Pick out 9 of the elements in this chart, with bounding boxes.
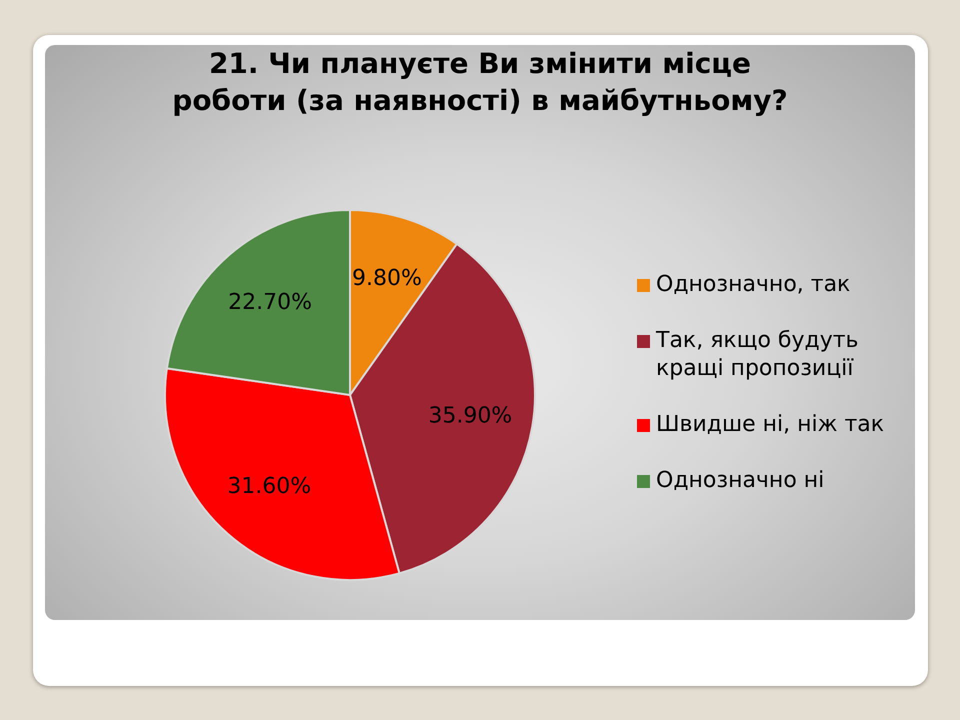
data-label: 31.60% — [227, 474, 312, 500]
legend-label: Однозначно ні — [656, 467, 826, 495]
legend-label: Швидше ні, ніж так — [656, 411, 886, 439]
legend-label: Так, якщо будуть кращі пропозиції — [656, 327, 860, 383]
chart-title: 21. Чи плануєте Ви змінити місце роботи (за наявності) в майбутньому? — [171, 46, 789, 119]
data-label: 22.70% — [228, 290, 312, 316]
data-label: 9.80% — [352, 266, 422, 292]
data-label: 35.90% — [428, 403, 512, 428]
legend-label: Однозначно, так — [656, 271, 852, 299]
